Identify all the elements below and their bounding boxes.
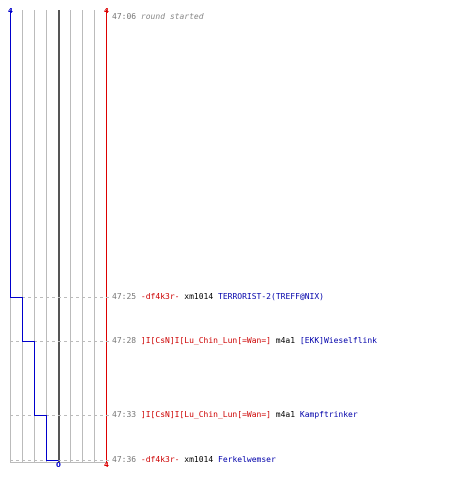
event-victim: Ferkelwemser xyxy=(218,455,276,464)
score-bottom-right: 4 xyxy=(104,461,109,469)
event-kill: 47:36 -df4k3r- xm1014 Ferkelwemser xyxy=(112,455,276,465)
event-weapon: xm1014 xyxy=(184,455,214,464)
event-killer: ]I[CsN]I[Lu_Chin_Lun[=Wan=] xyxy=(140,336,271,345)
score-top-right: 4 xyxy=(104,7,109,15)
event-kill: 47:25 -df4k3r- xm1014 TERRORIST-2(TREFF@… xyxy=(112,292,324,302)
event-status: round started xyxy=(140,12,204,21)
event-victim: TERRORIST-2(TREFF@NIX) xyxy=(218,292,324,301)
event-weapon: xm1014 xyxy=(184,292,214,301)
event-kill: 47:33 ]I[CsN]I[Lu_Chin_Lun[=Wan=] m4a1 K… xyxy=(112,410,358,420)
event-round-start: 47:06 round started xyxy=(112,12,204,22)
score-bottom-center: 0 xyxy=(56,461,61,469)
score-top-left: 4 xyxy=(8,7,13,15)
event-victim: [EKK]Wieselflink xyxy=(299,336,377,345)
event-time: 47:25 xyxy=(112,292,137,301)
event-time: 47:06 xyxy=(112,12,137,21)
team-a-score-line xyxy=(10,10,59,461)
event-weapon: m4a1 xyxy=(275,336,296,345)
event-killer: ]I[CsN]I[Lu_Chin_Lun[=Wan=] xyxy=(140,410,271,419)
event-time: 47:33 xyxy=(112,410,137,419)
event-time: 47:28 xyxy=(112,336,137,345)
event-killer: -df4k3r- xyxy=(140,292,180,301)
event-kill: 47:28 ]I[CsN]I[Lu_Chin_Lun[=Wan=] m4a1 [… xyxy=(112,336,377,346)
event-killer: -df4k3r- xyxy=(140,455,180,464)
event-time: 47:36 xyxy=(112,455,137,464)
event-victim: Kampftrinker xyxy=(299,410,358,419)
event-weapon: m4a1 xyxy=(275,410,296,419)
